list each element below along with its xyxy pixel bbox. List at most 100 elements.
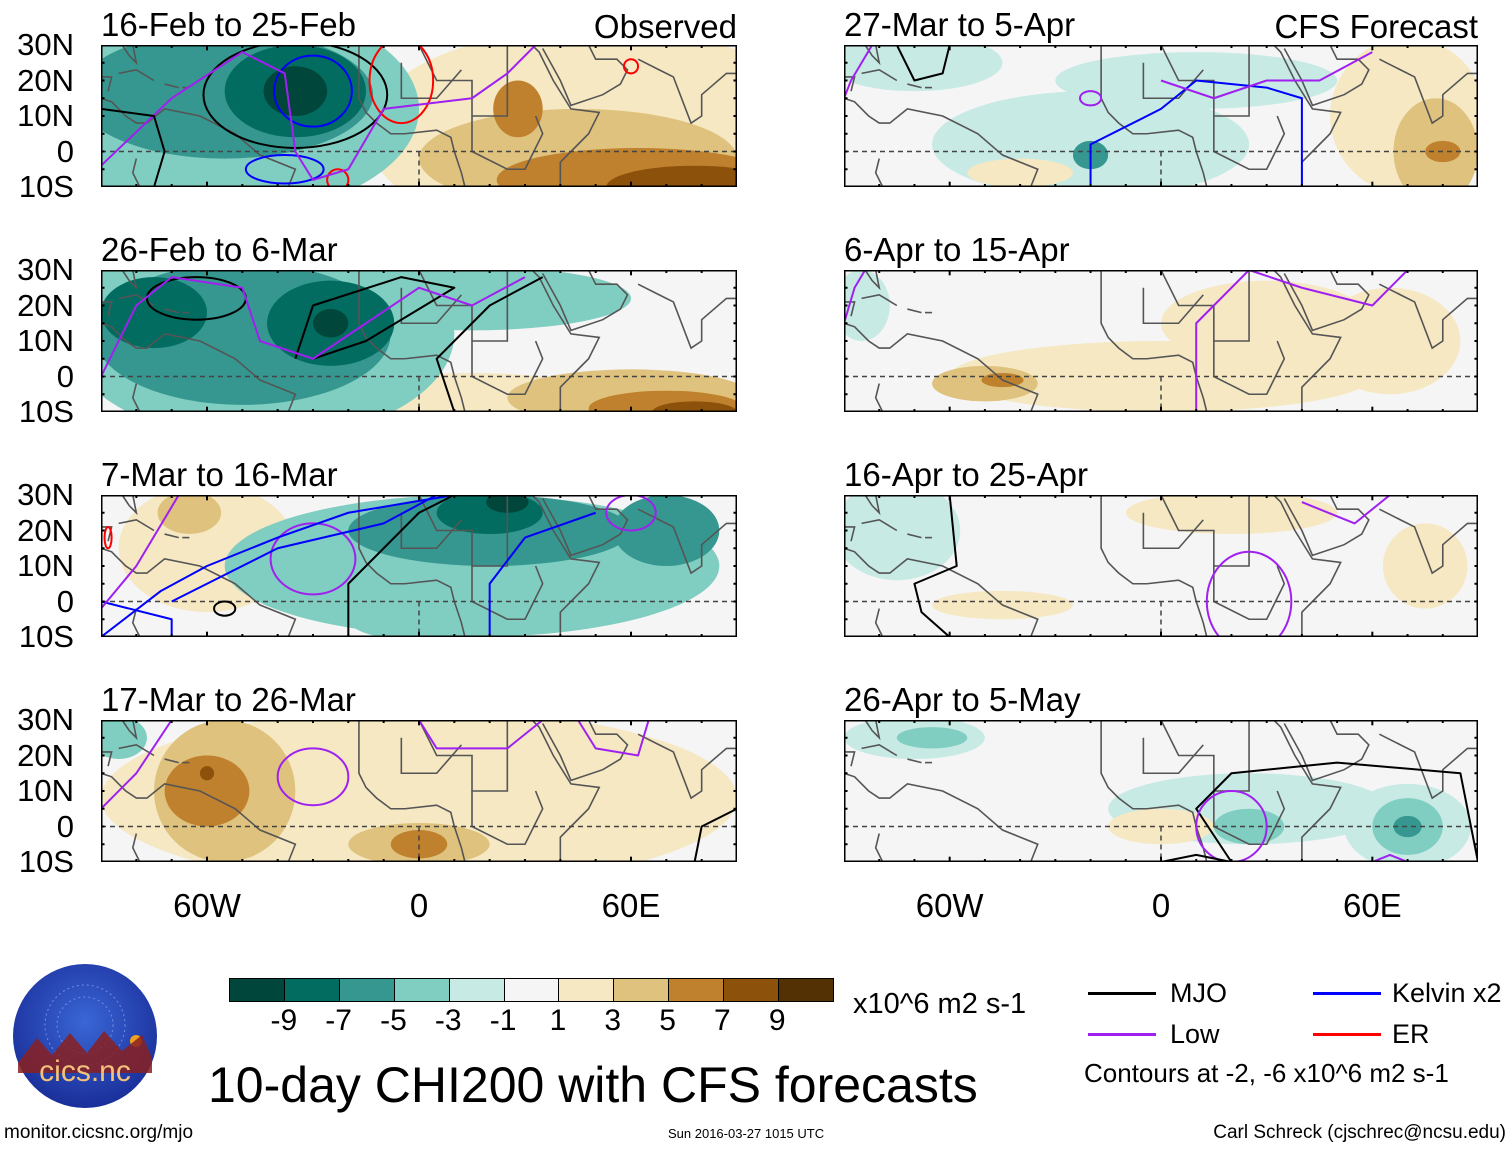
coastline — [543, 270, 628, 330]
coastline — [1214, 341, 1284, 394]
field-blob — [1125, 495, 1338, 535]
contour — [214, 602, 235, 616]
coastline — [401, 288, 461, 324]
colorbar-swatch — [559, 979, 615, 1001]
lat-label: 10S — [18, 394, 74, 429]
field-blob — [493, 80, 543, 138]
lon-label: 60W — [173, 887, 241, 924]
coastline — [862, 520, 897, 531]
field-blob — [101, 277, 207, 349]
coastline — [844, 773, 1038, 862]
lat-label: 0 — [56, 358, 74, 394]
coastline — [1284, 45, 1369, 105]
coastline — [472, 566, 543, 619]
cics-logo: cics.nc — [13, 964, 157, 1108]
coastline — [401, 738, 461, 774]
coastline — [865, 720, 879, 738]
contour-note: Contours at -2, -6 x10^6 m2 s-1 — [1084, 1058, 1449, 1088]
field-blob — [1393, 815, 1422, 838]
contour — [1196, 763, 1478, 862]
legend-low-line — [1088, 1033, 1156, 1036]
colorbar-tick-label: 1 — [549, 1004, 567, 1037]
contour — [844, 45, 872, 98]
colorbar-swatch — [724, 979, 780, 1001]
colorbar-swatch — [284, 979, 340, 1001]
contour — [1302, 495, 1390, 523]
lat-label: 30N — [17, 252, 74, 287]
lat-label: 20N — [17, 512, 74, 548]
contour — [490, 513, 596, 637]
coastline — [1274, 45, 1341, 187]
contour — [578, 720, 649, 756]
lon-label: 60E — [601, 887, 661, 924]
contour — [101, 602, 172, 638]
coastline — [865, 270, 879, 288]
contour — [1161, 52, 1372, 98]
field-blob — [652, 401, 737, 412]
coastline — [532, 45, 599, 187]
colorbar-swatch — [779, 979, 833, 1001]
contour — [295, 277, 454, 359]
coastline — [1143, 738, 1203, 774]
colorbar-tick-label: -7 — [325, 1004, 352, 1037]
contour — [101, 277, 525, 376]
contour — [271, 523, 356, 594]
colorbar-swatch — [449, 979, 505, 1001]
coastline — [844, 527, 855, 541]
coastline — [1379, 734, 1478, 798]
field-blob — [348, 597, 490, 637]
chi200-map — [844, 270, 1478, 412]
coastline — [122, 495, 136, 513]
contour — [1091, 81, 1302, 188]
contour — [370, 45, 434, 123]
coastline — [543, 45, 628, 105]
chi200-map — [844, 720, 1478, 862]
coastline — [1101, 45, 1207, 187]
field-blob — [613, 495, 720, 566]
legend-mjo-label: MJO — [1170, 978, 1227, 1008]
contour — [246, 155, 324, 183]
panel-title: 7-Mar to 16-Mar — [101, 456, 338, 493]
coastline — [122, 720, 136, 738]
colorbar — [229, 978, 834, 1002]
legend-kelvin-line — [1313, 992, 1381, 995]
field-blob — [164, 755, 250, 827]
lon-label: 60E — [1342, 887, 1402, 924]
coastline — [101, 527, 112, 541]
panel-title: 16-Apr to 25-Apr — [844, 456, 1088, 493]
coastline — [1214, 791, 1284, 844]
coastline — [844, 752, 855, 766]
lon-label: 0 — [1151, 887, 1171, 924]
coastline — [532, 495, 599, 637]
coastline — [101, 752, 112, 766]
contour — [101, 45, 536, 180]
coastline — [1284, 720, 1369, 780]
coastline — [1274, 720, 1341, 862]
coastline — [165, 759, 179, 763]
lat-label: 0 — [56, 583, 74, 619]
coastline — [876, 384, 883, 412]
contour — [274, 56, 352, 127]
colorbar-tick-label: 9 — [768, 1004, 786, 1037]
coastline — [543, 495, 628, 555]
field-blob — [1382, 523, 1468, 609]
contour — [1372, 855, 1407, 862]
coastline — [1143, 288, 1203, 324]
panel-title: 16-Feb to 25-Feb — [101, 6, 356, 43]
coastline — [844, 77, 855, 91]
coastline — [165, 534, 179, 538]
coastline — [862, 295, 897, 306]
coastline — [165, 309, 179, 313]
legend-er-line — [1313, 1033, 1381, 1036]
coastline — [844, 302, 855, 316]
coastline — [119, 520, 154, 531]
lat-label: 30N — [17, 477, 74, 512]
lon-label: 60W — [915, 887, 984, 924]
coastline — [119, 745, 154, 756]
contour — [437, 277, 543, 412]
chi200-map — [844, 45, 1478, 187]
contour — [278, 748, 349, 805]
coastline — [844, 323, 1038, 412]
coastline — [638, 284, 737, 348]
coastline — [1284, 270, 1369, 330]
